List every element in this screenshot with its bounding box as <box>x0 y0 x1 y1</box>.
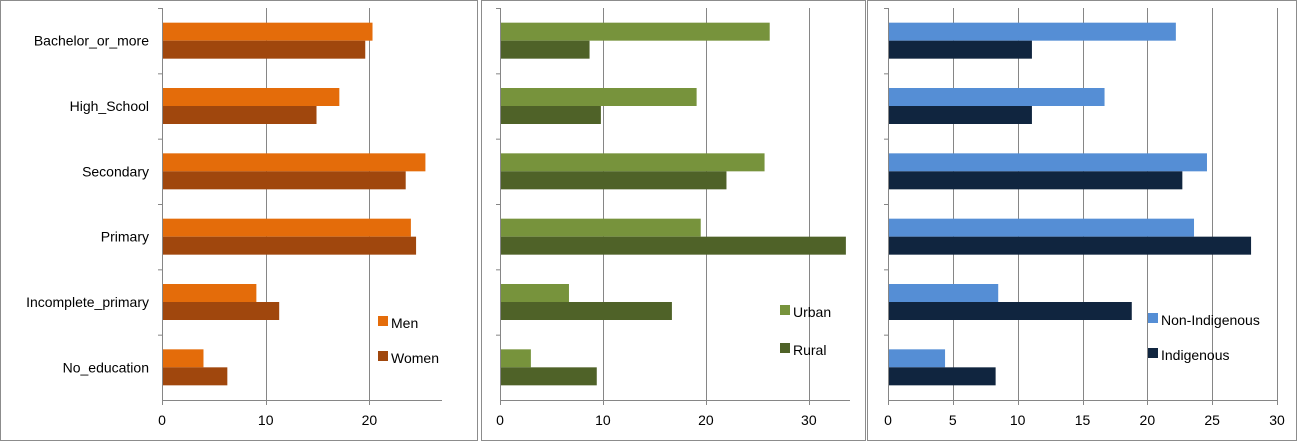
x-tick-label: 20 <box>1140 412 1156 428</box>
bar-rural-secondary: Rural / Secondary: 22 <box>501 171 727 190</box>
legend-swatch <box>378 351 388 361</box>
bar-women-primary: Women / Primary: 24.5 <box>163 236 417 255</box>
bar-rural-incomplete-primary: Rural / Incomplete_primary: 16.7 <box>501 302 672 320</box>
x-tick-label: 30 <box>1269 412 1285 428</box>
legend-label: Men <box>391 315 418 331</box>
legend-label: Women <box>391 350 439 366</box>
x-tick-label: 20 <box>698 412 714 428</box>
legend-swatch <box>780 305 790 315</box>
category-label: Primary <box>101 229 149 245</box>
bar-indigenous-primary: Indigenous / Primary: 28 <box>889 236 1252 255</box>
bar-non-indigenous-secondary: Non-Indigenous / Secondary: 24.6 <box>889 153 1207 172</box>
category-label: Incomplete_primary <box>26 294 149 310</box>
bar-non-indigenous-bachelor-or-more: Non-Indigenous / Bachelor_or_more: 22.2 <box>889 22 1176 41</box>
legend-swatch <box>780 343 790 353</box>
bar-men-primary: Men / Primary: 24 <box>163 218 411 237</box>
x-tick-label: 10 <box>258 412 274 428</box>
x-tick-label: 10 <box>1010 412 1026 428</box>
bar-rural-bachelor-or-more: Rural / Bachelor_or_more: 8.7 <box>501 40 590 59</box>
bar-rural-primary: Rural / Primary: 33.6 <box>501 236 846 255</box>
bar-men-incomplete-primary: Men / Incomplete_primary: 9.1 <box>163 284 257 302</box>
bar-rural-no-education: Rural / No_education: 9.4 <box>501 367 597 386</box>
bar-men-no-education: Men / No_education: 4 <box>163 349 204 368</box>
x-tick-label: 30 <box>801 412 817 428</box>
category-label: No_education <box>63 359 149 375</box>
bar-indigenous-high-school: Indigenous / High_School: 11.1 <box>889 106 1032 124</box>
legend-swatch <box>1148 348 1158 358</box>
category-label: High_School <box>70 98 149 114</box>
x-tick-label: 5 <box>949 412 957 428</box>
bar-men-bachelor-or-more: Men / Bachelor_or_more: 20.3 <box>163 22 373 41</box>
x-tick-label: 0 <box>158 412 166 428</box>
bar-non-indigenous-high-school: Non-Indigenous / High_School: 16.7 <box>889 88 1105 106</box>
bar-women-no-education: Women / No_education: 6.3 <box>163 367 228 386</box>
bar-indigenous-no-education: Indigenous / No_education: 8.3 <box>889 367 996 386</box>
chart-panel-by-ethnicity: Non-Indigenous / Bachelor_or_more: 22.2I… <box>867 0 1297 441</box>
bar-rural-high-school: Rural / High_School: 9.8 <box>501 106 601 124</box>
category-label: Bachelor_or_more <box>34 33 149 49</box>
bar-men-high-school: Men / High_School: 17.1 <box>163 88 340 106</box>
chart-panel-by-gender: Men / Bachelor_or_more: 20.3Women / Bach… <box>0 0 478 441</box>
bar-indigenous-bachelor-or-more: Indigenous / Bachelor_or_more: 11.1 <box>889 40 1032 59</box>
legend-label: Indigenous <box>1161 347 1230 363</box>
category-label: Secondary <box>82 163 149 179</box>
bar-women-bachelor-or-more: Women / Bachelor_or_more: 19.6 <box>163 40 366 59</box>
bar-non-indigenous-no-education: Non-Indigenous / No_education: 4.4 <box>889 349 946 368</box>
bar-indigenous-incomplete-primary: Indigenous / Incomplete_primary: 18.8 <box>889 302 1132 320</box>
legend-swatch <box>378 316 388 326</box>
bar-urban-secondary: Urban / Secondary: 25.7 <box>501 153 765 172</box>
x-tick-label: 20 <box>362 412 378 428</box>
bar-urban-bachelor-or-more: Urban / Bachelor_or_more: 26.2 <box>501 22 770 41</box>
bar-women-incomplete-primary: Women / Incomplete_primary: 11.3 <box>163 302 280 320</box>
bar-urban-high-school: Urban / High_School: 19.1 <box>501 88 697 106</box>
x-tick-label: 0 <box>884 412 892 428</box>
x-tick-label: 15 <box>1075 412 1091 428</box>
bar-women-high-school: Women / High_School: 14.9 <box>163 106 317 124</box>
bar-men-secondary: Men / Secondary: 25.4 <box>163 153 426 172</box>
x-tick-label: 25 <box>1204 412 1220 428</box>
bar-non-indigenous-primary: Non-Indigenous / Primary: 23.6 <box>889 218 1195 237</box>
bar-urban-primary: Urban / Primary: 19.5 <box>501 218 701 237</box>
bar-urban-incomplete-primary: Urban / Incomplete_primary: 6.7 <box>501 284 569 302</box>
legend-label: Rural <box>793 342 826 358</box>
bar-women-secondary: Women / Secondary: 23.5 <box>163 171 406 190</box>
x-tick-label: 0 <box>496 412 504 428</box>
bar-urban-no-education: Urban / No_education: 3 <box>501 349 531 368</box>
bar-non-indigenous-incomplete-primary: Non-Indigenous / Incomplete_primary: 8.5 <box>889 284 999 302</box>
legend-label: Urban <box>793 304 831 320</box>
legend-label: Non-Indigenous <box>1161 312 1260 328</box>
bar-indigenous-secondary: Indigenous / Secondary: 22.7 <box>889 171 1183 190</box>
x-tick-label: 10 <box>595 412 611 428</box>
legend-swatch <box>1148 313 1158 323</box>
chart-panel-by-area: Urban / Bachelor_or_more: 26.2Rural / Ba… <box>481 0 866 441</box>
